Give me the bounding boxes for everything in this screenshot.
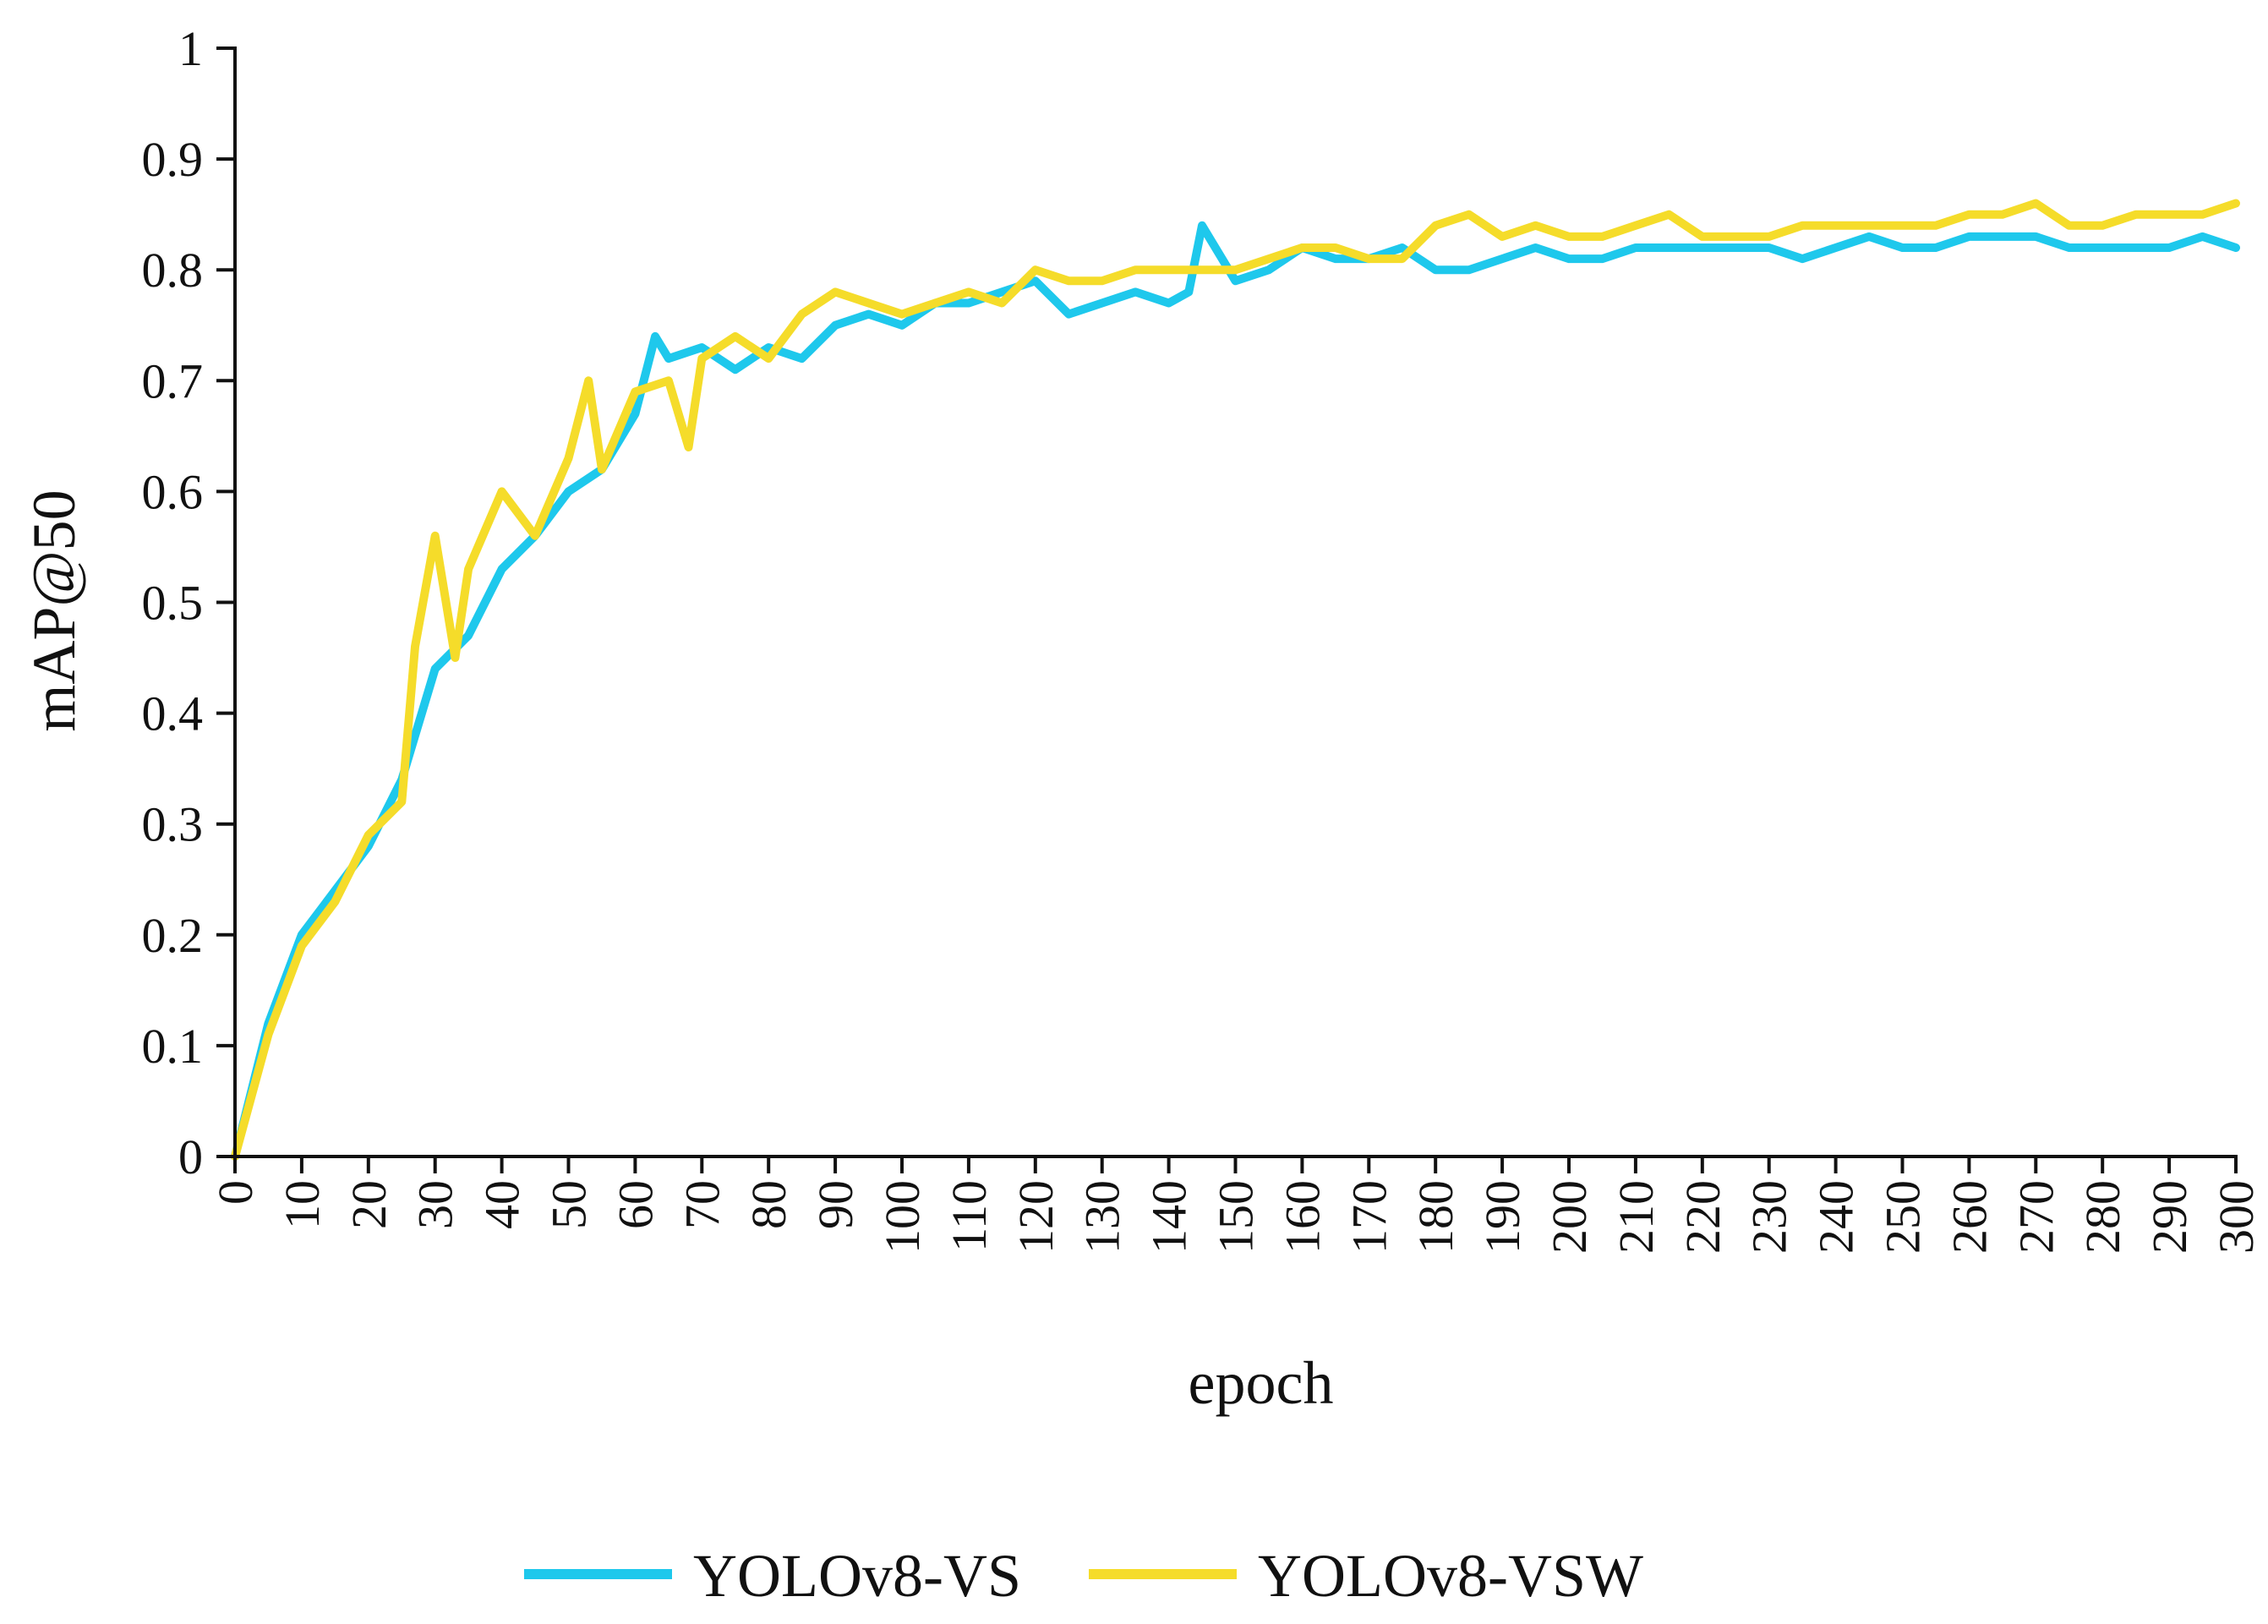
x-tick-label: 90 [808,1180,863,1229]
y-tick-label: 0.4 [142,686,204,741]
y-tick-label: 0.7 [142,353,204,408]
x-tick-label: 10 [275,1180,330,1229]
x-tick-label: 50 [542,1180,597,1229]
series-line-vs [231,221,2240,1161]
x-tick-label: 230 [1742,1180,1797,1254]
x-tick-label: 160 [1275,1180,1330,1254]
y-tick-label: 0.3 [142,797,204,852]
x-tick-label: 20 [342,1180,396,1229]
y-tick-label: 0.1 [142,1019,204,1074]
x-tick-label: 200 [1542,1180,1597,1254]
x-tick-label: 290 [2142,1180,2197,1254]
series-line-vsw [231,199,2240,1161]
x-tick-label: 180 [1408,1180,1463,1254]
x-tick-label: 240 [1809,1180,1864,1254]
x-tick-label: 80 [741,1180,796,1229]
series-layer [231,199,2240,1161]
legend: YOLOv8-VS YOLOv8-VSW [524,1542,1643,1610]
x-tick-label: 300 [2209,1180,2264,1254]
x-axis-label: epoch [1189,1349,1334,1417]
x-tick-label: 280 [2075,1180,2130,1254]
axes-layer [233,46,2238,1158]
y-axis-label: mAP@50 [20,489,88,731]
x-tick-label: 220 [1675,1180,1730,1254]
x-tick-label: 130 [1075,1180,1130,1254]
y-tick-label: 0.2 [142,908,204,963]
legend-label-vs: YOLOv8-VS [693,1542,1021,1610]
legend-label-vsw: YOLOv8-VSW [1258,1542,1643,1610]
y-tick-label: 0 [178,1129,203,1184]
x-tick-label: 70 [675,1180,730,1229]
y-tick-label: 0.5 [142,576,204,631]
y-tick-label: 1 [178,21,203,76]
x-tick-label: 260 [1942,1180,1997,1254]
x-tick-label: 30 [408,1180,463,1229]
y-tick-label: 0.9 [142,132,204,187]
x-tick-label: 250 [1876,1180,1931,1254]
x-tick-label: 170 [1342,1180,1396,1254]
x-tick-label: 60 [608,1180,663,1229]
y-tick-label: 0.6 [142,464,204,519]
x-tick-label: 270 [2008,1180,2063,1254]
x-tick-label: 40 [475,1180,530,1229]
x-tick-label: 0 [208,1180,263,1205]
x-tick-label: 210 [1609,1180,1664,1254]
x-tick-label: 100 [875,1180,930,1254]
ticks-layer: 00.10.20.30.40.50.60.70.80.910 10 20 30 40 50… [142,21,2265,1254]
y-tick-label: 0.8 [142,243,204,298]
x-tick-label: 120 [1008,1180,1063,1254]
x-tick-label: 190 [1475,1180,1530,1254]
x-tick-label: 110 [942,1180,997,1252]
x-tick-label: 140 [1142,1180,1197,1254]
x-tick-label: 150 [1209,1180,1264,1254]
